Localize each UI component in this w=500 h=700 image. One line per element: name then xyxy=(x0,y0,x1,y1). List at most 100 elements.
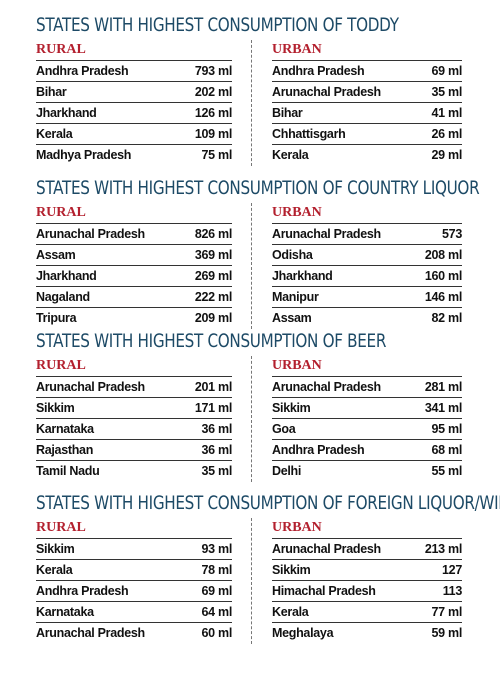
consumption-value: 209 ml xyxy=(194,311,232,325)
state-name: Rajasthan xyxy=(36,443,94,457)
table-row: Kerala 78 ml xyxy=(36,560,232,581)
state-name: Assam xyxy=(272,311,312,325)
state-name: Goa xyxy=(272,422,296,436)
rural-header: RURAL xyxy=(36,40,232,61)
consumption-value: 126 ml xyxy=(194,106,232,120)
urban-column: URBAN Arunachal Pradesh 213 ml Sikkim 127 … xyxy=(272,518,462,643)
consumption-value: 35 ml xyxy=(201,464,232,478)
section-title: STATES WITH HIGHEST CONSUMPTION OF TODDY xyxy=(36,14,399,36)
state-name: Sikkim xyxy=(36,542,75,556)
state-name: Manipur xyxy=(272,290,319,304)
table-row: Himachal Pradesh 113 xyxy=(272,581,462,602)
table-row: Goa 95 ml xyxy=(272,419,462,440)
state-name: Sikkim xyxy=(272,563,311,577)
consumption-value: 75 ml xyxy=(201,148,232,162)
column-divider xyxy=(251,203,252,329)
consumption-value: 36 ml xyxy=(201,443,232,457)
consumption-value: 77 ml xyxy=(431,605,462,619)
table-row: Meghalaya 59 ml xyxy=(272,623,462,643)
state-name: Arunachal Pradesh xyxy=(36,227,145,241)
state-name: Kerala xyxy=(36,563,73,577)
state-name: Kerala xyxy=(272,605,309,619)
rural-column: RURAL Sikkim 93 ml Kerala 78 ml Andhra Pra… xyxy=(36,518,232,643)
table-row: Andhra Pradesh 69 ml xyxy=(272,61,462,82)
table-row: Kerala 77 ml xyxy=(272,602,462,623)
table-row: Arunachal Pradesh 201 ml xyxy=(36,377,232,398)
table-row: Assam 369 ml xyxy=(36,245,232,266)
state-name: Jharkhand xyxy=(272,269,333,283)
section-toddy: STATES WITH HIGHEST CONSUMPTION OF TODDY… xyxy=(0,14,500,166)
table-row: Andhra Pradesh 793 ml xyxy=(36,61,232,82)
consumption-value: 60 ml xyxy=(201,626,232,640)
table-row: Assam 82 ml xyxy=(272,308,462,328)
state-name: Arunachal Pradesh xyxy=(36,626,145,640)
consumption-value: 69 ml xyxy=(431,64,462,78)
consumption-value: 127 xyxy=(442,563,462,577)
state-name: Bihar xyxy=(36,85,67,99)
table-row: Kerala 29 ml xyxy=(272,145,462,165)
table-row: Tripura 209 ml xyxy=(36,308,232,328)
urban-column: URBAN Arunachal Pradesh 573 Odisha 208 ml … xyxy=(272,203,462,328)
urban-column: URBAN Andhra Pradesh 69 ml Arunachal Prad… xyxy=(272,40,462,165)
state-name: Arunachal Pradesh xyxy=(272,542,381,556)
consumption-value: 341 ml xyxy=(424,401,462,415)
state-name: Arunachal Pradesh xyxy=(272,85,381,99)
state-name: Arunachal Pradesh xyxy=(272,380,381,394)
consumption-value: 35 ml xyxy=(431,85,462,99)
state-name: Himachal Pradesh xyxy=(272,584,376,598)
state-name: Odisha xyxy=(272,248,313,262)
state-name: Arunachal Pradesh xyxy=(272,227,381,241)
column-divider xyxy=(251,518,252,644)
state-name: Jharkhand xyxy=(36,106,97,120)
table-row: Karnataka 64 ml xyxy=(36,602,232,623)
state-name: Andhra Pradesh xyxy=(36,584,129,598)
table-row: Andhra Pradesh 69 ml xyxy=(36,581,232,602)
urban-header: URBAN xyxy=(272,518,462,539)
rural-column: RURAL Arunachal Pradesh 826 ml Assam 369 m… xyxy=(36,203,232,328)
state-name: Sikkim xyxy=(272,401,311,415)
state-name: Kerala xyxy=(272,148,309,162)
table-row: Bihar 202 ml xyxy=(36,82,232,103)
table-row: Rajasthan 36 ml xyxy=(36,440,232,461)
table-row: Sikkim 171 ml xyxy=(36,398,232,419)
section-country-liquor: STATES WITH HIGHEST CONSUMPTION OF COUNT… xyxy=(0,177,500,329)
table-row: Madhya Pradesh 75 ml xyxy=(36,145,232,165)
state-name: Assam xyxy=(36,248,76,262)
consumption-value: 26 ml xyxy=(431,127,462,141)
state-name: Chhattisgarh xyxy=(272,127,346,141)
consumption-value: 95 ml xyxy=(431,422,462,436)
table-row: Arunachal Pradesh 826 ml xyxy=(36,224,232,245)
state-name: Tripura xyxy=(36,311,77,325)
table-row: Jharkhand 126 ml xyxy=(36,103,232,124)
consumption-value: 82 ml xyxy=(431,311,462,325)
urban-column: URBAN Arunachal Pradesh 281 ml Sikkim 341 … xyxy=(272,356,462,481)
table-row: Delhi 55 ml xyxy=(272,461,462,481)
rural-column: RURAL Arunachal Pradesh 201 ml Sikkim 171 … xyxy=(36,356,232,481)
consumption-value: 160 ml xyxy=(424,269,462,283)
state-name: Nagaland xyxy=(36,290,90,304)
consumption-value: 41 ml xyxy=(431,106,462,120)
consumption-value: 213 ml xyxy=(424,542,462,556)
table-row: Tamil Nadu 35 ml xyxy=(36,461,232,481)
state-name: Sikkim xyxy=(36,401,75,415)
rural-header: RURAL xyxy=(36,518,232,539)
state-name: Tamil Nadu xyxy=(36,464,100,478)
table-row: Arunachal Pradesh 281 ml xyxy=(272,377,462,398)
state-name: Andhra Pradesh xyxy=(272,64,365,78)
column-divider xyxy=(251,40,252,166)
table-row: Sikkim 127 xyxy=(272,560,462,581)
consumption-value: 202 ml xyxy=(194,85,232,99)
table-row: Kerala 109 ml xyxy=(36,124,232,145)
state-name: Madhya Pradesh xyxy=(36,148,132,162)
table-row: Andhra Pradesh 68 ml xyxy=(272,440,462,461)
table-row: Arunachal Pradesh 60 ml xyxy=(36,623,232,643)
consumption-value: 55 ml xyxy=(431,464,462,478)
consumption-value: 222 ml xyxy=(194,290,232,304)
table-row: Sikkim 341 ml xyxy=(272,398,462,419)
rural-header: RURAL xyxy=(36,356,232,377)
table-row: Arunachal Pradesh 213 ml xyxy=(272,539,462,560)
consumption-value: 113 xyxy=(442,584,462,598)
table-row: Karnataka 36 ml xyxy=(36,419,232,440)
consumption-value: 369 ml xyxy=(194,248,232,262)
